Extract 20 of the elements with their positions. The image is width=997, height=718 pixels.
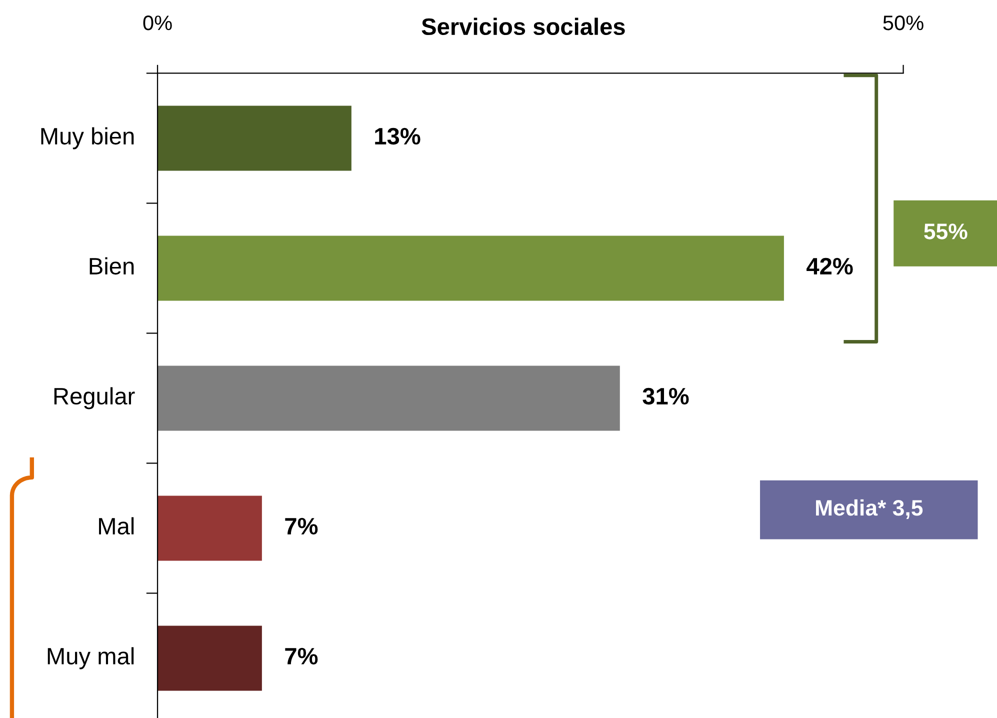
- text: 55%: [924, 224, 968, 240]
- data-label: 13%: [375, 128, 420, 145]
- y-tick-label: Bien: [90, 257, 134, 275]
- x-tick-label: 0%: [143, 15, 172, 30]
- bar: [158, 236, 784, 301]
- y-tick-label: Muy bien: [41, 127, 134, 150]
- bar: [158, 366, 620, 431]
- y-tick-label: Mal: [99, 517, 134, 535]
- y-tick-label: Regular: [54, 387, 135, 410]
- data-label: 7%: [285, 648, 318, 664]
- data-label: 42%: [806, 258, 853, 275]
- data-label: 31%: [642, 388, 689, 405]
- bar: [158, 496, 262, 561]
- data-label: 7%: [285, 518, 318, 534]
- bar: [158, 626, 262, 691]
- annotation: Media* 3,5: [816, 499, 923, 519]
- bar: [158, 106, 352, 171]
- x-tick-label: 50%: [883, 15, 924, 30]
- chart-title: Servicios sociales: [422, 18, 625, 36]
- y-tick-label: Muy mal: [48, 647, 134, 670]
